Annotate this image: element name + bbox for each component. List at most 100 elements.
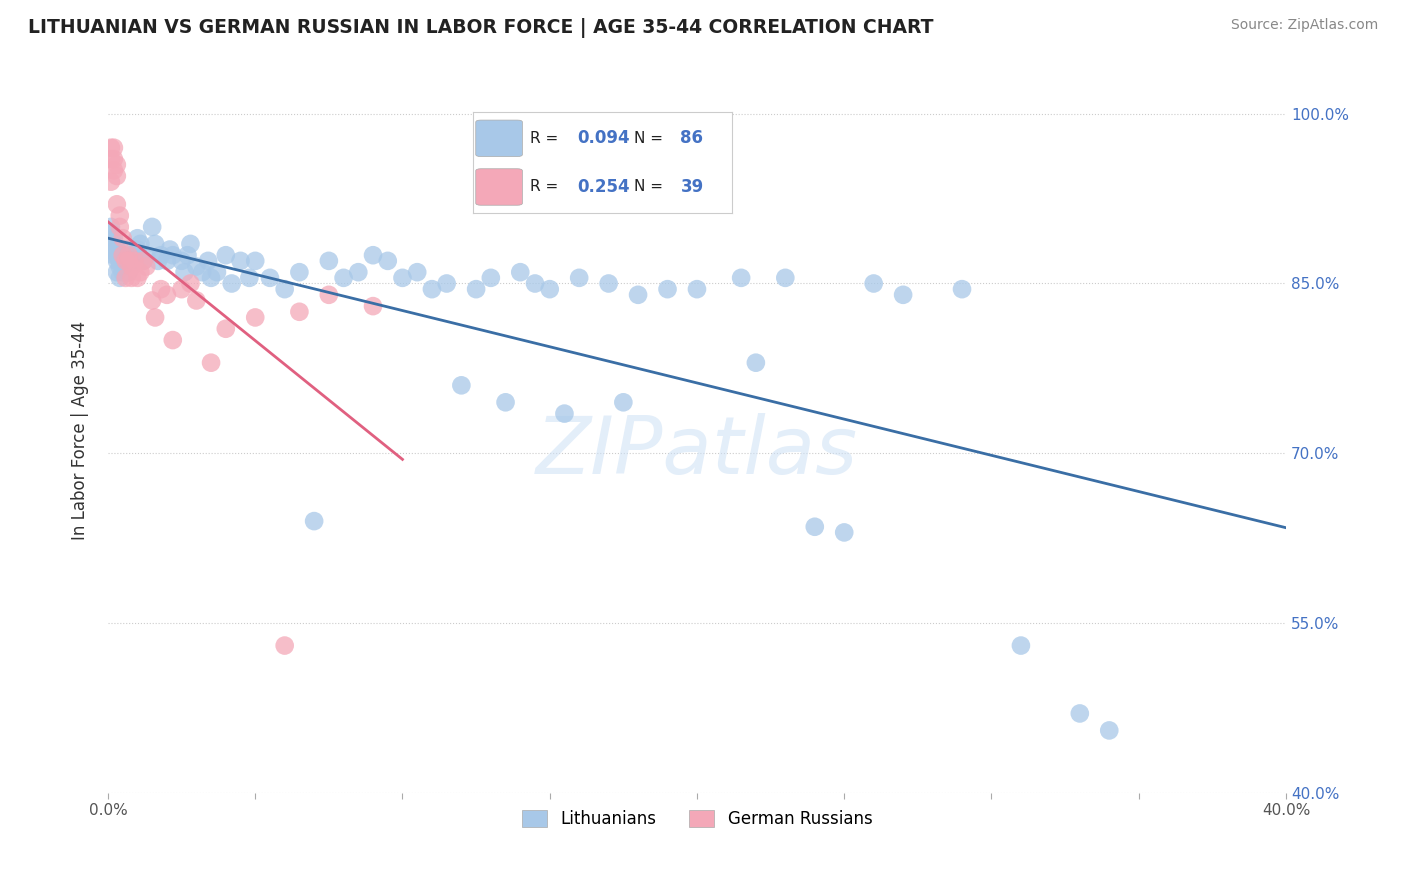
Point	[100, 219, 122, 234]
Point	[100, 226, 122, 240]
Point	[215, 248, 238, 262]
Point	[745, 356, 768, 370]
Point	[179, 277, 201, 291]
Point	[124, 253, 146, 268]
Point	[127, 231, 149, 245]
Point	[103, 231, 125, 245]
Point	[538, 282, 561, 296]
Point	[143, 236, 166, 251]
Point	[159, 243, 181, 257]
Point	[129, 236, 152, 251]
Point	[143, 310, 166, 325]
Point	[141, 219, 163, 234]
Point	[121, 260, 143, 274]
Point	[288, 305, 311, 319]
Point	[1098, 723, 1121, 738]
Point	[111, 248, 134, 262]
Point	[361, 299, 384, 313]
Point	[105, 197, 128, 211]
Point	[288, 265, 311, 279]
Point	[627, 288, 650, 302]
Point	[108, 270, 131, 285]
Point	[111, 265, 134, 279]
Point	[302, 514, 325, 528]
Point	[553, 407, 575, 421]
Point	[105, 158, 128, 172]
Point	[111, 231, 134, 245]
Point	[111, 248, 134, 262]
Point	[479, 270, 502, 285]
Point	[361, 248, 384, 262]
Point	[200, 270, 222, 285]
Point	[950, 282, 973, 296]
Point	[332, 270, 354, 285]
Point	[117, 248, 139, 262]
Point	[215, 322, 238, 336]
Point	[129, 265, 152, 279]
Point	[156, 288, 179, 302]
Point	[135, 248, 157, 262]
Point	[318, 253, 340, 268]
Point	[832, 525, 855, 540]
Point	[117, 265, 139, 279]
Point	[170, 282, 193, 296]
Point	[179, 236, 201, 251]
Point	[100, 243, 122, 257]
Point	[273, 282, 295, 296]
Point	[173, 265, 195, 279]
Point	[1069, 706, 1091, 721]
Point	[406, 265, 429, 279]
Point	[100, 141, 122, 155]
Y-axis label: In Labor Force | Age 35-44: In Labor Force | Age 35-44	[72, 321, 89, 541]
Point	[273, 639, 295, 653]
Point	[103, 152, 125, 166]
Point	[127, 243, 149, 257]
Point	[245, 310, 267, 325]
Point	[238, 270, 260, 285]
Point	[156, 253, 179, 268]
Point	[495, 395, 517, 409]
Point	[568, 270, 591, 285]
Point	[162, 248, 184, 262]
Point	[150, 282, 173, 296]
Text: Source: ZipAtlas.com: Source: ZipAtlas.com	[1230, 18, 1378, 32]
Point	[891, 288, 914, 302]
Point	[205, 265, 228, 279]
Point	[100, 175, 122, 189]
Point	[803, 520, 825, 534]
Point	[103, 141, 125, 155]
Text: ZIPatlas: ZIPatlas	[536, 413, 858, 491]
Point	[259, 270, 281, 285]
Point	[105, 248, 128, 262]
Point	[347, 265, 370, 279]
Point	[186, 293, 208, 308]
Point	[117, 253, 139, 268]
Point	[114, 253, 136, 268]
Point	[103, 163, 125, 178]
Point	[132, 253, 155, 268]
Point	[105, 253, 128, 268]
Point	[391, 270, 413, 285]
Point	[105, 169, 128, 183]
Point	[436, 277, 458, 291]
Point	[124, 253, 146, 268]
Point	[509, 265, 531, 279]
Point	[420, 282, 443, 296]
Point	[108, 253, 131, 268]
Point	[170, 253, 193, 268]
Point	[221, 277, 243, 291]
Point	[377, 253, 399, 268]
Point	[108, 209, 131, 223]
Point	[197, 253, 219, 268]
Point	[200, 356, 222, 370]
Point	[612, 395, 634, 409]
Point	[657, 282, 679, 296]
Point	[135, 260, 157, 274]
Point	[114, 270, 136, 285]
Point	[111, 253, 134, 268]
Point	[121, 248, 143, 262]
Point	[686, 282, 709, 296]
Point	[186, 260, 208, 274]
Point	[114, 243, 136, 257]
Point	[162, 333, 184, 347]
